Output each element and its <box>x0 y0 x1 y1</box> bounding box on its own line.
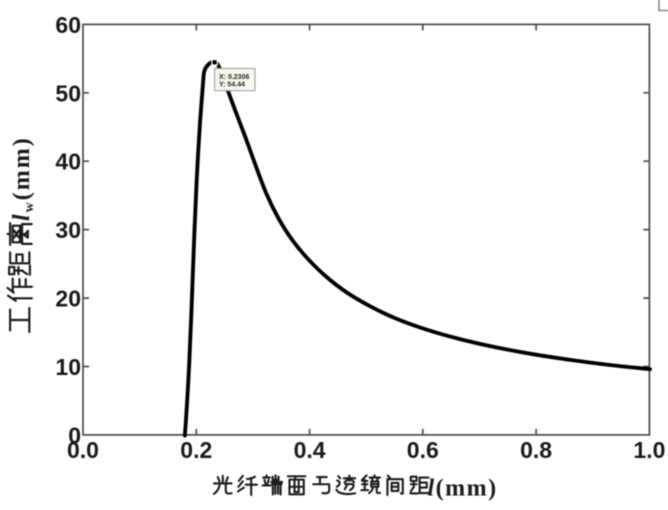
svg-text:30: 30 <box>55 217 81 243</box>
svg-text:l(mm): l(mm) <box>428 476 498 502</box>
svg-text:0: 0 <box>68 422 81 448</box>
svg-text:60: 60 <box>55 12 81 38</box>
svg-text:0.6: 0.6 <box>407 437 439 463</box>
svg-text:0.0: 0.0 <box>67 437 99 463</box>
svg-text:0.4: 0.4 <box>294 437 326 463</box>
svg-text:1.0: 1.0 <box>633 437 665 463</box>
svg-text:40: 40 <box>55 149 81 175</box>
svg-text:X: 0.2306: X: 0.2306 <box>219 74 249 81</box>
svg-text:20: 20 <box>55 286 81 312</box>
svg-text:Y: 54.44: Y: 54.44 <box>219 82 245 89</box>
svg-text:10: 10 <box>55 354 81 380</box>
svg-text:0.2: 0.2 <box>180 437 212 463</box>
svg-text:lw(mm): lw(mm) <box>9 136 37 221</box>
svg-text:0.8: 0.8 <box>520 437 552 463</box>
svg-text:50: 50 <box>55 80 81 106</box>
